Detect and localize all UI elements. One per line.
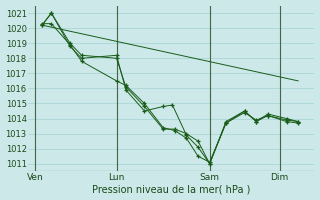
X-axis label: Pression niveau de la mer( hPa ): Pression niveau de la mer( hPa ) xyxy=(92,184,251,194)
